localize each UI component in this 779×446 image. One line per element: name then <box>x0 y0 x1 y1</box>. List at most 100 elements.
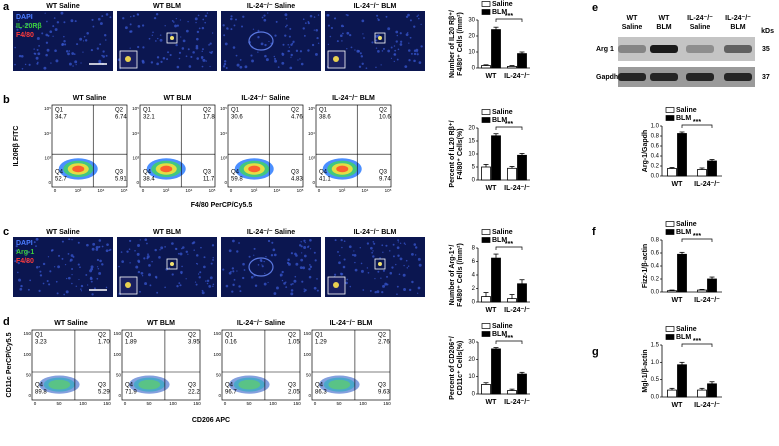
blot-band <box>618 73 646 81</box>
nucleus <box>264 54 267 58</box>
nucleus <box>243 269 246 271</box>
nucleus <box>195 44 199 48</box>
nucleus <box>36 48 39 51</box>
nucleus <box>74 60 78 64</box>
nucleus <box>313 16 316 18</box>
flow-ytick: 50 <box>26 373 32 378</box>
nucleus <box>118 265 120 268</box>
flow-xtick: 0 <box>34 401 37 406</box>
x-tick-label: IL-24⁻/⁻ <box>504 307 530 314</box>
nucleus <box>291 282 294 285</box>
nucleus <box>360 55 364 58</box>
nucleus <box>303 246 307 250</box>
airway <box>248 257 274 277</box>
bar <box>667 168 677 177</box>
nucleus <box>392 243 395 246</box>
nucleus <box>27 288 30 291</box>
bar <box>697 169 707 177</box>
nucleus <box>164 25 166 27</box>
nucleus <box>77 263 80 266</box>
nucleus <box>71 52 75 55</box>
group-title: WT Saline <box>73 95 107 102</box>
nucleus <box>105 54 108 57</box>
legend-swatch <box>481 117 491 123</box>
nucleus <box>224 42 228 46</box>
nucleus <box>61 257 64 260</box>
cell-signal <box>125 56 131 62</box>
y-tick-label: 0 <box>472 392 476 398</box>
flow-ytick: 0 <box>48 180 51 185</box>
legend-label: Saline <box>676 221 697 228</box>
nucleus <box>65 277 68 280</box>
nucleus <box>41 32 44 35</box>
nucleus <box>36 62 39 65</box>
nucleus <box>403 264 405 267</box>
nucleus <box>295 262 299 266</box>
y-tick-label: 0.6 <box>651 251 660 257</box>
nucleus <box>288 35 291 38</box>
nucleus <box>235 54 238 57</box>
lane-label: BLM <box>730 24 745 31</box>
nucleus <box>55 280 58 283</box>
bar <box>491 257 501 303</box>
nucleus <box>35 266 39 269</box>
y-tick-label: 0.2 <box>651 164 660 170</box>
nucleus <box>137 243 140 247</box>
nucleus <box>80 284 84 288</box>
nucleus <box>178 57 181 60</box>
nucleus <box>15 245 18 248</box>
panel-letter: b <box>3 94 10 106</box>
nucleus <box>211 244 215 247</box>
nucleus <box>275 286 279 290</box>
nucleus <box>418 61 422 64</box>
cell-signal <box>378 36 382 40</box>
nucleus <box>68 238 71 241</box>
bar <box>677 364 687 398</box>
group-title: WT Saline <box>46 229 80 236</box>
legend-swatch <box>481 9 491 15</box>
nucleus <box>109 248 112 251</box>
nucleus <box>146 242 148 245</box>
nucleus <box>90 280 93 283</box>
nucleus <box>374 278 376 280</box>
blot-band <box>724 45 752 53</box>
y-tick-label: 0.2 <box>651 277 660 283</box>
nucleus <box>198 276 201 279</box>
quadrant-value: 10.6 <box>379 115 391 121</box>
nucleus <box>252 28 255 30</box>
y-tick-label: 0.0 <box>651 290 660 296</box>
nucleus <box>195 262 198 265</box>
nucleus <box>162 57 166 60</box>
nucleus <box>156 56 160 59</box>
nucleus <box>84 39 88 42</box>
nucleus <box>354 268 358 272</box>
nucleus <box>63 293 66 296</box>
nucleus <box>420 23 422 25</box>
flow-ytick: 10³ <box>44 156 51 161</box>
quadrant-name: Q1 <box>231 108 240 114</box>
nucleus <box>154 275 158 279</box>
nucleus <box>396 285 399 288</box>
x-tick-label: IL-24⁻/⁻ <box>504 399 530 406</box>
nucleus <box>257 51 259 53</box>
nucleus <box>136 13 139 16</box>
nucleus <box>211 50 214 53</box>
stain-label: F4/80 <box>16 32 34 39</box>
x-tick-label: WT <box>486 307 498 314</box>
quadrant-name: Q3 <box>98 383 107 389</box>
nucleus <box>61 43 64 47</box>
nucleus <box>311 43 315 47</box>
nucleus <box>299 266 303 270</box>
cell-signal <box>378 262 382 266</box>
quadrant-name: Q3 <box>379 170 388 176</box>
nucleus <box>405 15 409 19</box>
flow-ytick: 150 <box>113 331 121 336</box>
nucleus <box>70 254 74 257</box>
nucleus <box>282 43 285 46</box>
nucleus <box>396 246 400 250</box>
nucleus <box>150 61 154 64</box>
y-axis-label: F4/80⁺ Cells(%) <box>457 128 464 179</box>
nucleus <box>260 42 264 46</box>
nucleus <box>90 265 94 269</box>
nucleus <box>290 252 294 255</box>
